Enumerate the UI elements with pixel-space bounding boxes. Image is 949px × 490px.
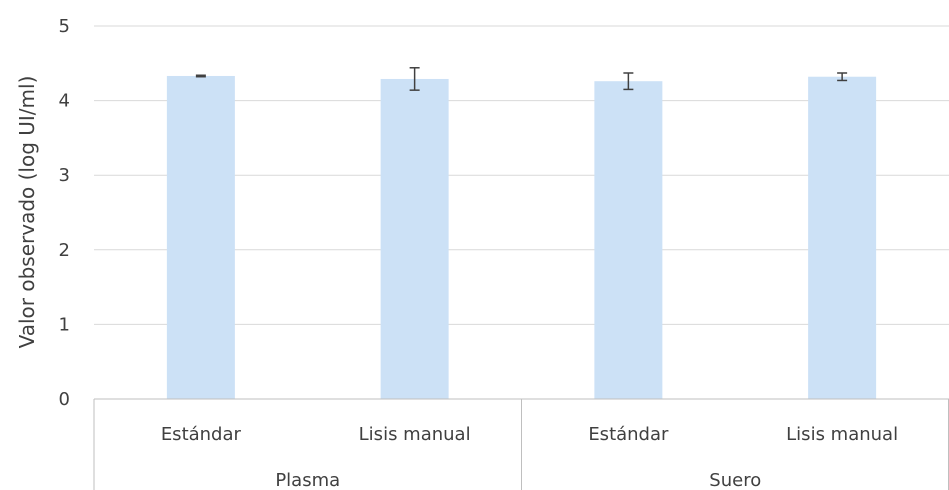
y-axis-ticks: 0 1 2 3 4 5 xyxy=(59,16,70,410)
y-tick-label: 2 xyxy=(59,240,70,261)
bar xyxy=(166,75,235,400)
bar xyxy=(594,81,663,399)
x-axis: Estándar Lisis manual Estándar Lisis manual… xyxy=(93,398,949,490)
bar xyxy=(380,78,449,399)
y-tick-label: 1 xyxy=(59,314,70,335)
bar xyxy=(808,76,877,399)
x-category-label: Estándar xyxy=(161,424,242,445)
y-tick-label: 5 xyxy=(59,16,70,37)
y-tick-label: 4 xyxy=(59,91,70,112)
x-category-label: Lisis manual xyxy=(359,424,471,445)
x-category-label: Estándar xyxy=(588,424,669,445)
y-axis-label: Valor observado (log UI/ml) xyxy=(15,76,39,349)
y-tick-label: 0 xyxy=(59,389,70,410)
x-group-label: Suero xyxy=(709,470,761,490)
error-bars xyxy=(195,67,848,91)
x-group-label: Plasma xyxy=(275,470,340,490)
gridlines xyxy=(94,25,949,325)
x-category-label: Lisis manual xyxy=(786,424,898,445)
bars xyxy=(166,75,877,400)
y-tick-label: 3 xyxy=(59,165,70,186)
